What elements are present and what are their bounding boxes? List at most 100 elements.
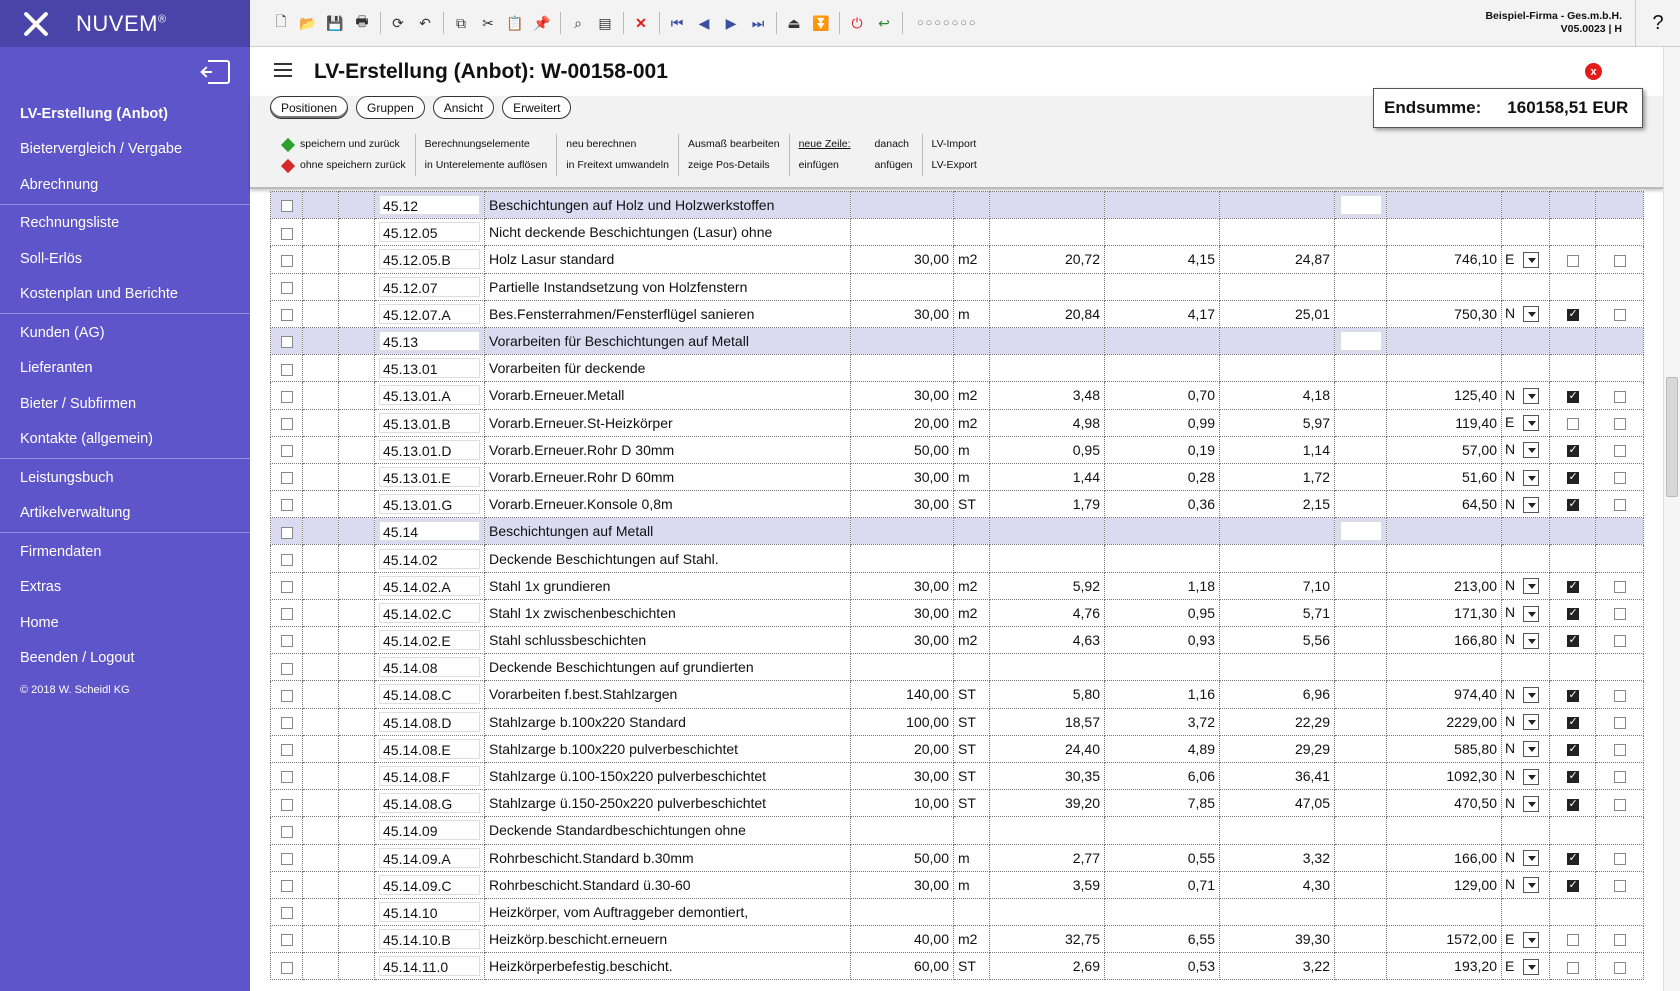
type-dropdown-icon[interactable] bbox=[1523, 306, 1539, 323]
type-dropdown-icon[interactable] bbox=[1523, 415, 1539, 432]
row-select-checkbox[interactable] bbox=[280, 934, 293, 947]
select-cell[interactable] bbox=[270, 462, 303, 492]
flag-1-checkbox[interactable] bbox=[1566, 254, 1579, 267]
price-1-cell[interactable]: 3,59 bbox=[989, 870, 1105, 899]
table-row[interactable]: 45.14.08.E Stahlzarge b.100x220 pulverbes… bbox=[270, 734, 1644, 763]
unit-cell[interactable]: m2 bbox=[953, 625, 990, 655]
total-price-cell[interactable]: 129,00 bbox=[1386, 870, 1502, 899]
flag-1-checkbox[interactable] bbox=[1566, 878, 1579, 893]
type-cell[interactable]: E bbox=[1501, 408, 1550, 437]
oz-field[interactable]: 45.14.08.F bbox=[379, 766, 480, 787]
type-dropdown-icon[interactable] bbox=[1523, 388, 1539, 405]
unit-cell[interactable]: m2 bbox=[953, 571, 990, 600]
first-record-icon[interactable]: ⏮ bbox=[670, 14, 684, 31]
flag-2-cell[interactable] bbox=[1595, 653, 1644, 682]
flag-1-cell[interactable] bbox=[1549, 816, 1596, 845]
text-cell[interactable]: Vorarbeiten f.best.Stahlzargen bbox=[484, 680, 851, 709]
type-cell[interactable] bbox=[1501, 897, 1550, 927]
type-dropdown-icon[interactable] bbox=[1523, 850, 1539, 867]
option-cell[interactable] bbox=[1334, 517, 1387, 546]
flag-2-cell[interactable] bbox=[1595, 381, 1644, 410]
type-dropdown-icon[interactable] bbox=[1523, 252, 1539, 269]
select-cell[interactable] bbox=[270, 625, 303, 655]
price-1-cell[interactable]: 24,40 bbox=[989, 734, 1105, 763]
type-cell[interactable]: N bbox=[1501, 625, 1550, 655]
select-cell[interactable] bbox=[270, 897, 303, 927]
table-row[interactable]: 45.14.02.A Stahl 1x grundieren 30,00 m2 5,92… bbox=[270, 571, 1644, 600]
flag-1-cell[interactable] bbox=[1549, 191, 1596, 220]
row-select-checkbox[interactable] bbox=[280, 880, 293, 893]
oz-cell[interactable]: 45.13.01.E bbox=[374, 462, 485, 492]
flag-2-cell[interactable] bbox=[1595, 435, 1644, 464]
tab-ansicht[interactable]: Ansicht bbox=[432, 96, 495, 119]
price-2-cell[interactable]: 0,36 bbox=[1104, 490, 1220, 519]
quantity-cell[interactable]: 30,00 bbox=[850, 625, 954, 655]
unit-cell[interactable]: ST bbox=[953, 734, 990, 763]
select-cell[interactable] bbox=[270, 707, 303, 736]
unit-cell[interactable]: m2 bbox=[953, 381, 990, 410]
flag-2-checkbox[interactable] bbox=[1613, 798, 1626, 811]
group-option-field[interactable] bbox=[1339, 521, 1382, 542]
group-row[interactable]: 45.13 Vorarbeiten für Beschichtungen auf … bbox=[270, 326, 1644, 356]
select-cell[interactable] bbox=[270, 408, 303, 437]
select-cell[interactable] bbox=[270, 952, 303, 981]
quantity-cell[interactable] bbox=[850, 816, 954, 845]
oz-cell[interactable]: 45.14.02.C bbox=[374, 598, 485, 628]
unit-cell[interactable]: m bbox=[953, 299, 990, 328]
total-price-cell[interactable] bbox=[1386, 517, 1502, 546]
flag-2-checkbox[interactable] bbox=[1613, 581, 1626, 594]
unit-cell[interactable]: ST bbox=[953, 680, 990, 709]
type-cell[interactable]: N bbox=[1501, 707, 1550, 736]
lv-export-action[interactable]: LV-Export bbox=[931, 159, 977, 171]
flag-1-checkbox[interactable] bbox=[1566, 606, 1579, 621]
row-select-checkbox[interactable] bbox=[280, 716, 293, 729]
oz-field[interactable]: 45.13.01.E bbox=[379, 466, 480, 487]
text-cell[interactable]: Stahlzarge b.100x220 pulverbeschichtet bbox=[484, 734, 851, 763]
text-cell[interactable]: Vorarb.Erneuer.St-Heizkörper bbox=[484, 408, 851, 437]
table-row[interactable]: 45.13.01.B Vorarb.Erneuer.St-Heizkörper 20… bbox=[270, 408, 1644, 437]
flag-2-checkbox[interactable] bbox=[1613, 689, 1626, 702]
price-1-cell[interactable] bbox=[989, 653, 1105, 682]
total-price-cell[interactable]: 64,50 bbox=[1386, 490, 1502, 519]
flag-2-cell[interactable] bbox=[1595, 843, 1644, 872]
price-1-cell[interactable] bbox=[989, 517, 1105, 546]
oz-cell[interactable]: 45.13.01.G bbox=[374, 490, 485, 519]
unit-cell[interactable]: m2 bbox=[953, 408, 990, 437]
quantity-cell[interactable]: 20,00 bbox=[850, 408, 954, 437]
unit-price-cell[interactable]: 25,01 bbox=[1219, 299, 1335, 328]
row-select-checkbox[interactable] bbox=[280, 961, 293, 974]
flag-2-cell[interactable] bbox=[1595, 789, 1644, 818]
flag-2-checkbox[interactable] bbox=[1613, 445, 1626, 458]
cut-icon[interactable]: ✂ bbox=[482, 14, 494, 31]
row-select-checkbox[interactable] bbox=[280, 635, 293, 648]
flag-1-cell[interactable] bbox=[1549, 761, 1596, 791]
total-price-cell[interactable]: 1092,30 bbox=[1386, 761, 1502, 791]
flag-2-checkbox[interactable] bbox=[1613, 254, 1626, 267]
oz-cell[interactable]: 45.14.09 bbox=[374, 816, 485, 845]
unit-price-cell[interactable] bbox=[1219, 653, 1335, 682]
option-cell[interactable] bbox=[1334, 326, 1387, 356]
oz-field[interactable]: 45.14.09.C bbox=[379, 874, 480, 895]
row-select-checkbox[interactable] bbox=[280, 417, 293, 430]
copy-icon[interactable]: ⧉ bbox=[456, 14, 466, 31]
unit-price-cell[interactable]: 7,10 bbox=[1219, 571, 1335, 600]
row-select-checkbox[interactable] bbox=[280, 309, 293, 322]
text-cell[interactable]: Stahl 1x grundieren bbox=[484, 571, 851, 600]
type-dropdown-icon[interactable] bbox=[1523, 741, 1539, 758]
type-cell[interactable]: N bbox=[1501, 789, 1550, 818]
type-dropdown-icon[interactable] bbox=[1523, 714, 1539, 731]
price-1-cell[interactable]: 1,44 bbox=[989, 462, 1105, 492]
group-row[interactable]: 45.12 Beschichtungen auf Holz und Holzwer… bbox=[270, 191, 1644, 220]
flag-1-checkbox[interactable] bbox=[1566, 417, 1579, 430]
unit-price-cell[interactable] bbox=[1219, 354, 1335, 383]
type-cell[interactable]: N bbox=[1501, 462, 1550, 492]
table-row[interactable]: 45.14.11.0 Heizkörperbefestig.beschicht. 6… bbox=[270, 952, 1644, 981]
text-cell[interactable]: Beschichtungen auf Metall bbox=[484, 517, 851, 546]
unit-cell[interactable] bbox=[953, 191, 990, 220]
flag-2-cell[interactable] bbox=[1595, 354, 1644, 383]
unit-price-cell[interactable]: 47,05 bbox=[1219, 789, 1335, 818]
flag-1-checkbox[interactable] bbox=[1566, 688, 1579, 702]
quantity-cell[interactable]: 10,00 bbox=[850, 789, 954, 818]
oz-field[interactable]: 45.13.01.B bbox=[379, 412, 480, 433]
price-1-cell[interactable]: 20,84 bbox=[989, 299, 1105, 328]
